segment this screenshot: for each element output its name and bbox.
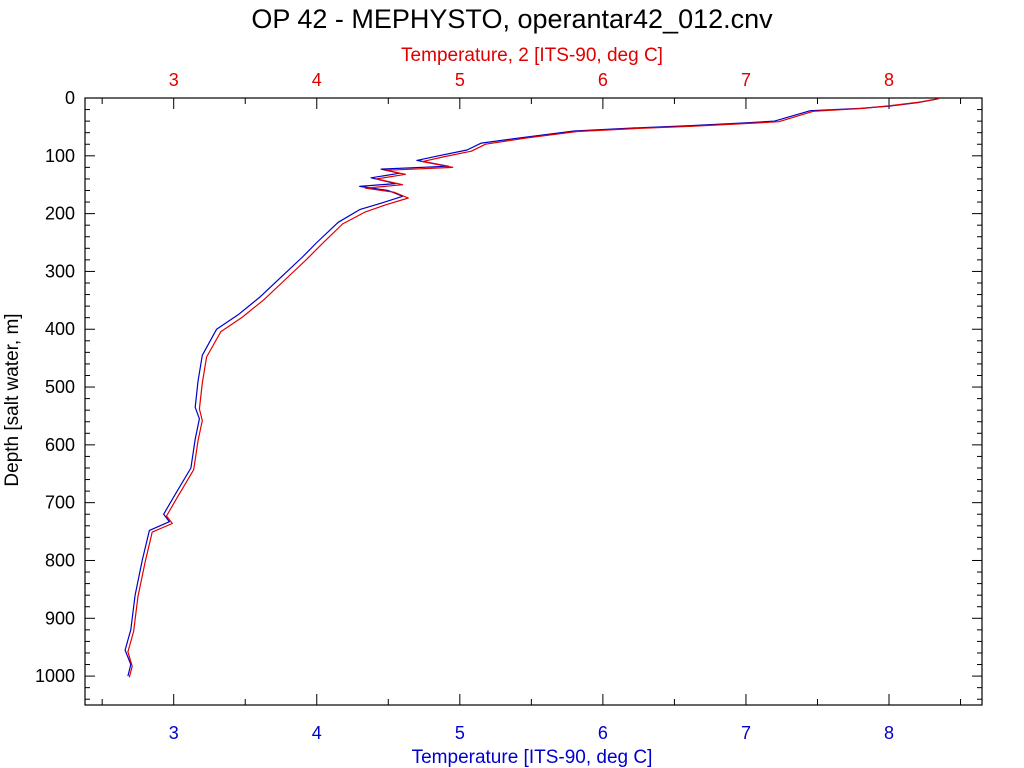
bottom-x-axis-title: Temperature [ITS-90, deg C] <box>412 747 653 768</box>
y-tick-label: 200 <box>45 204 75 224</box>
y-tick-label: 100 <box>45 146 75 166</box>
y-tick-label: 400 <box>45 319 75 339</box>
y-axis-title: Depth [salt water, m] <box>2 313 23 486</box>
x-top-tick-label: 3 <box>169 70 179 90</box>
y-tick-label: 700 <box>45 493 75 513</box>
top-x-axis-title: Temperature, 2 [ITS-90, deg C] <box>401 45 663 66</box>
tick-labels: 0 100 200 300 400 500 600 700 800 900 1000 3 3 4 4 5 5 6 6… <box>35 70 894 743</box>
x-top-tick-label: 7 <box>741 70 751 90</box>
y-tick-label: 600 <box>45 435 75 455</box>
x-bottom-tick-label: 6 <box>598 723 608 743</box>
x-top-tick-label: 8 <box>884 70 894 90</box>
x-top-tick-label: 4 <box>312 70 322 90</box>
y-tick-label: 0 <box>65 88 75 108</box>
temperature-line-secondary <box>127 98 940 678</box>
temperature-line-primary <box>124 98 937 677</box>
plot-frame <box>84 97 983 706</box>
y-tick-label: 1000 <box>35 666 75 686</box>
x-top-tick-label: 6 <box>598 70 608 90</box>
x-bottom-tick-label: 7 <box>741 723 751 743</box>
y-tick-label: 900 <box>45 608 75 628</box>
axis-ticks <box>85 97 982 705</box>
x-bottom-tick-label: 5 <box>455 723 465 743</box>
x-bottom-tick-label: 8 <box>884 723 894 743</box>
x-bottom-tick-label: 4 <box>312 723 322 743</box>
y-tick-label: 800 <box>45 550 75 570</box>
y-tick-label: 300 <box>45 261 75 281</box>
y-tick-label: 500 <box>45 377 75 397</box>
chart-title: OP 42 - MEPHYSTO, operantar42_012.cnv <box>251 4 773 34</box>
x-bottom-tick-label: 3 <box>169 723 179 743</box>
x-top-tick-label: 5 <box>455 70 465 90</box>
data-lines <box>124 98 940 678</box>
